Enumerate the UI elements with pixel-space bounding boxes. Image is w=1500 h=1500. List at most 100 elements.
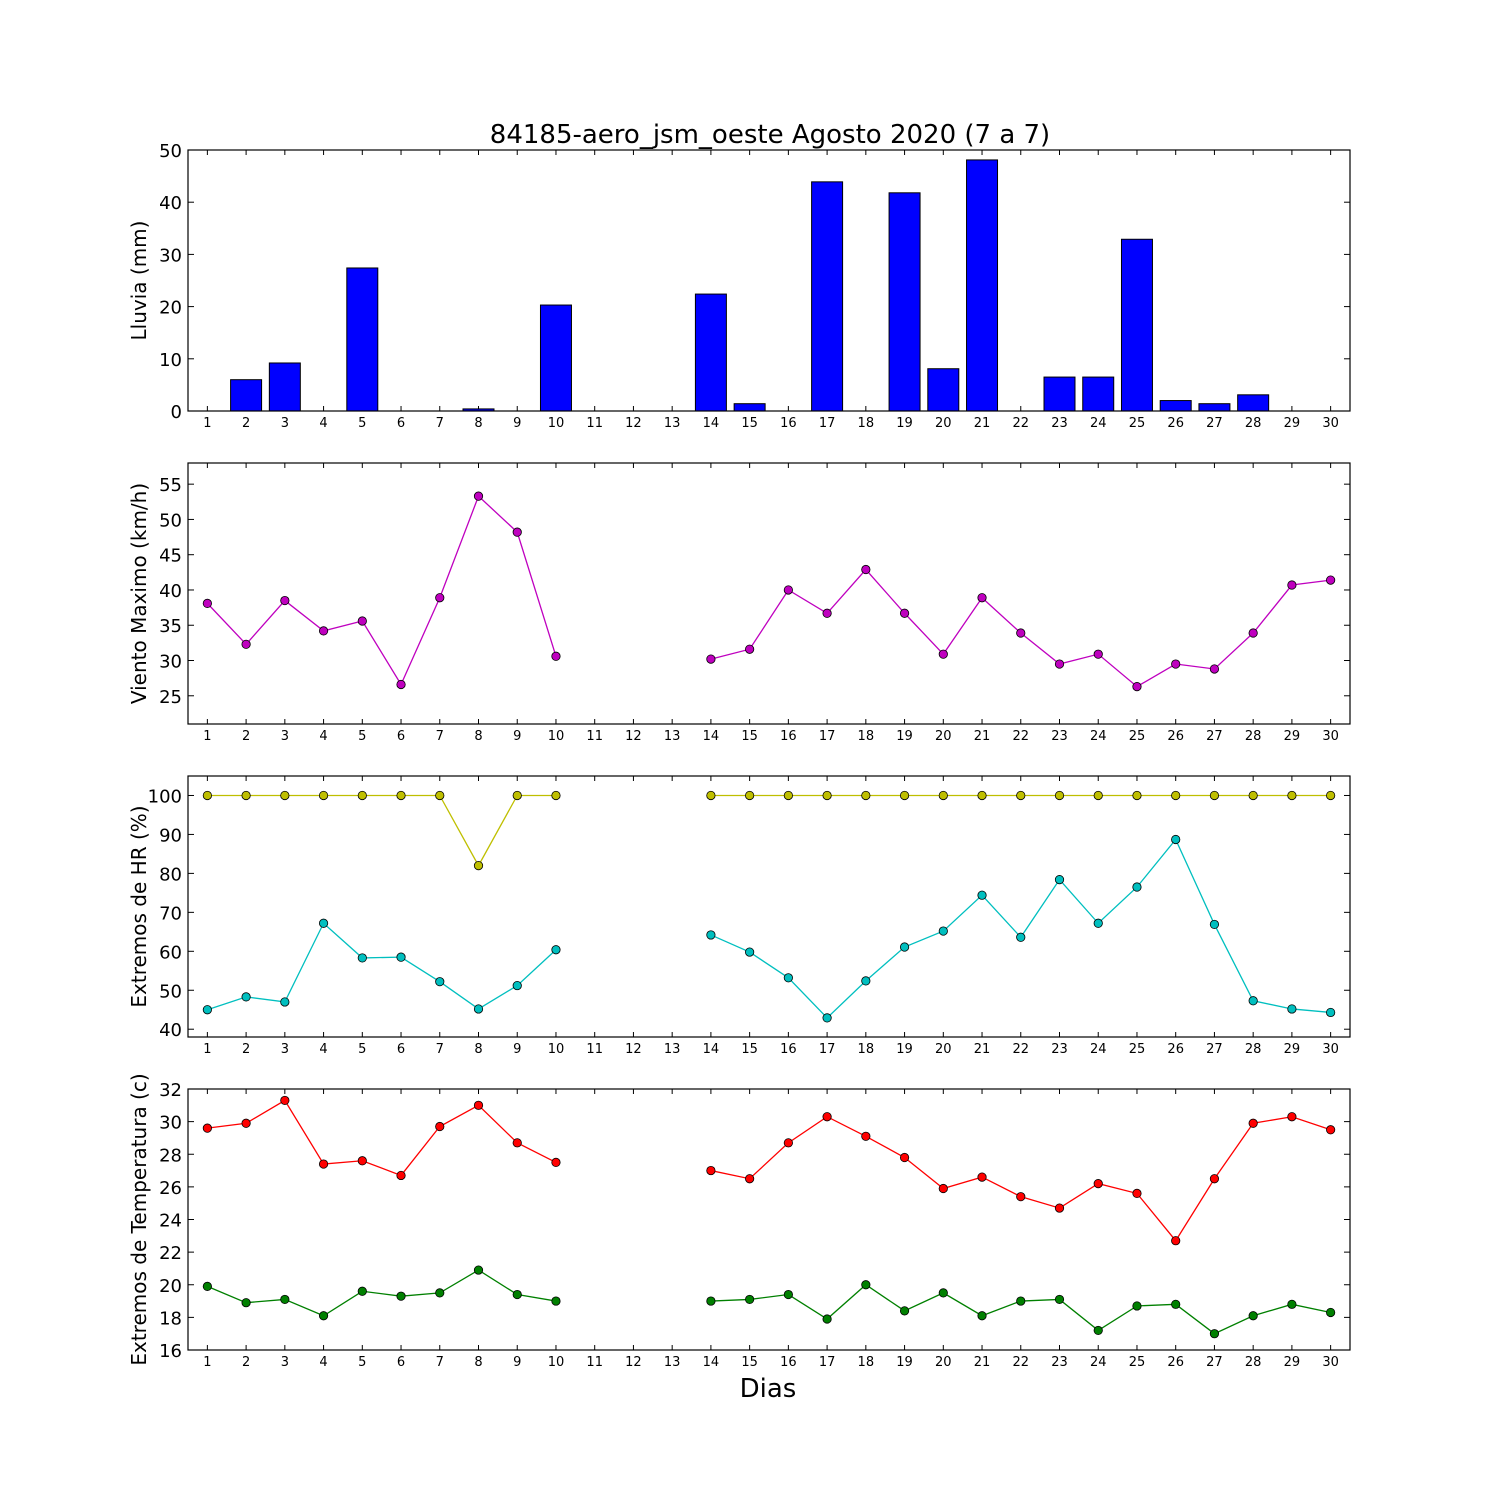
data-point: [357, 790, 367, 801]
x-tick-label: 1: [203, 416, 211, 431]
data-point: [473, 1100, 484, 1110]
data-point: [357, 1156, 367, 1166]
data-point: [512, 1138, 522, 1148]
data-point: [202, 1123, 212, 1133]
data-point: [1093, 918, 1103, 928]
x-tick-label: 7: [436, 1042, 444, 1057]
data-point: [745, 1174, 755, 1184]
data-point: [1209, 664, 1220, 674]
x-tick-label: 13: [664, 729, 681, 744]
data-point: [551, 1296, 561, 1306]
data-point: [473, 1265, 484, 1275]
bar: [966, 159, 999, 412]
y-axis-label: Viento Maximo (km/h): [127, 483, 151, 704]
data-point: [1209, 1174, 1220, 1184]
x-tick-label: 15: [741, 416, 758, 431]
data-point: [1326, 575, 1336, 585]
y-tick-label: 24: [159, 1211, 182, 1232]
data-point: [938, 1183, 948, 1194]
data-point: [396, 790, 406, 801]
data-point: [706, 930, 716, 940]
x-tick-label: 6: [397, 416, 405, 431]
x-tick-label: 10: [548, 416, 565, 431]
x-tick-label: 19: [896, 729, 913, 744]
data-point: [435, 593, 445, 603]
x-tick-label: 7: [436, 729, 444, 744]
x-tick-label: 27: [1206, 1355, 1223, 1370]
x-tick-label: 30: [1322, 1355, 1339, 1370]
data-point: [396, 952, 406, 962]
y-tick-label: 25: [159, 687, 182, 708]
x-tick-label: 25: [1129, 729, 1146, 744]
x-tick-label: 6: [397, 729, 405, 744]
y-tick-label: 16: [159, 1341, 182, 1362]
x-tick-label: 23: [1051, 1355, 1068, 1370]
x-tick-label: 20: [935, 1355, 952, 1370]
data-point: [551, 651, 561, 661]
data-point: [512, 980, 522, 991]
data-point: [977, 790, 987, 801]
x-tick-label: 23: [1051, 416, 1068, 431]
x-tick-label: 11: [586, 416, 603, 431]
x-tick-label: 3: [281, 416, 289, 431]
series-line: [206, 495, 557, 686]
data-point: [706, 1165, 716, 1176]
y-tick-label: 18: [159, 1308, 182, 1329]
y-tick-label: 20: [159, 298, 182, 319]
x-tick-label: 9: [513, 1042, 521, 1057]
data-point: [899, 942, 910, 952]
x-tick-label: 12: [625, 729, 642, 744]
x-tick-label: 12: [625, 1355, 642, 1370]
x-tick-label: 24: [1090, 1042, 1107, 1057]
x-tick-label: 24: [1090, 416, 1107, 431]
data-point: [938, 1288, 948, 1298]
x-tick-label: 5: [358, 1042, 366, 1057]
series-line: [207, 1099, 557, 1177]
x-tick-label: 18: [858, 1042, 875, 1057]
data-point: [1171, 834, 1181, 845]
y-tick-label: 10: [159, 350, 182, 371]
y-tick-label: 35: [159, 616, 182, 637]
x-tick-label: 26: [1167, 1042, 1184, 1057]
x-tick-label: 14: [703, 416, 720, 431]
x-tick-label: 8: [474, 1042, 482, 1057]
x-tick-label: 5: [358, 416, 366, 431]
x-tick-label: 27: [1206, 1042, 1223, 1057]
data-point: [1248, 1118, 1258, 1128]
plot-frame: [187, 462, 1351, 725]
x-tick-label: 21: [974, 1042, 991, 1057]
x-tick-label: 17: [819, 1042, 836, 1057]
data-point: [280, 997, 290, 1007]
x-tick-label: 14: [703, 1355, 720, 1370]
x-tick-label: 24: [1090, 1355, 1107, 1370]
data-point: [861, 790, 871, 801]
data-point: [1016, 932, 1026, 942]
x-tick-label: 30: [1322, 1042, 1339, 1057]
data-point: [1132, 882, 1142, 892]
y-tick-label: 26: [159, 1178, 182, 1199]
x-tick-label: 16: [780, 1355, 797, 1370]
data-point: [861, 1280, 871, 1290]
series-line: [207, 922, 557, 1011]
y-tick-label: 40: [159, 581, 182, 602]
chart-title: 84185-aero_jsm_oeste Agosto 2020 (7 a 7): [490, 120, 1050, 150]
data-point: [1287, 1299, 1297, 1309]
x-tick-label: 18: [858, 729, 875, 744]
data-point: [899, 1152, 910, 1163]
y-axis-label: Extremos de HR (%): [127, 805, 151, 1007]
x-tick-label: 21: [974, 729, 991, 744]
data-point: [202, 1281, 212, 1291]
data-point: [551, 945, 561, 955]
x-tick-label: 5: [358, 1355, 366, 1370]
x-tick-label: 3: [281, 729, 289, 744]
data-point: [280, 595, 290, 606]
x-tick-label: 20: [935, 729, 952, 744]
data-point: [822, 1314, 832, 1324]
data-point: [1326, 1007, 1336, 1018]
series-line: [710, 838, 1331, 1019]
data-point: [706, 1296, 716, 1306]
data-point: [977, 890, 987, 900]
x-tick-label: 11: [586, 729, 603, 744]
